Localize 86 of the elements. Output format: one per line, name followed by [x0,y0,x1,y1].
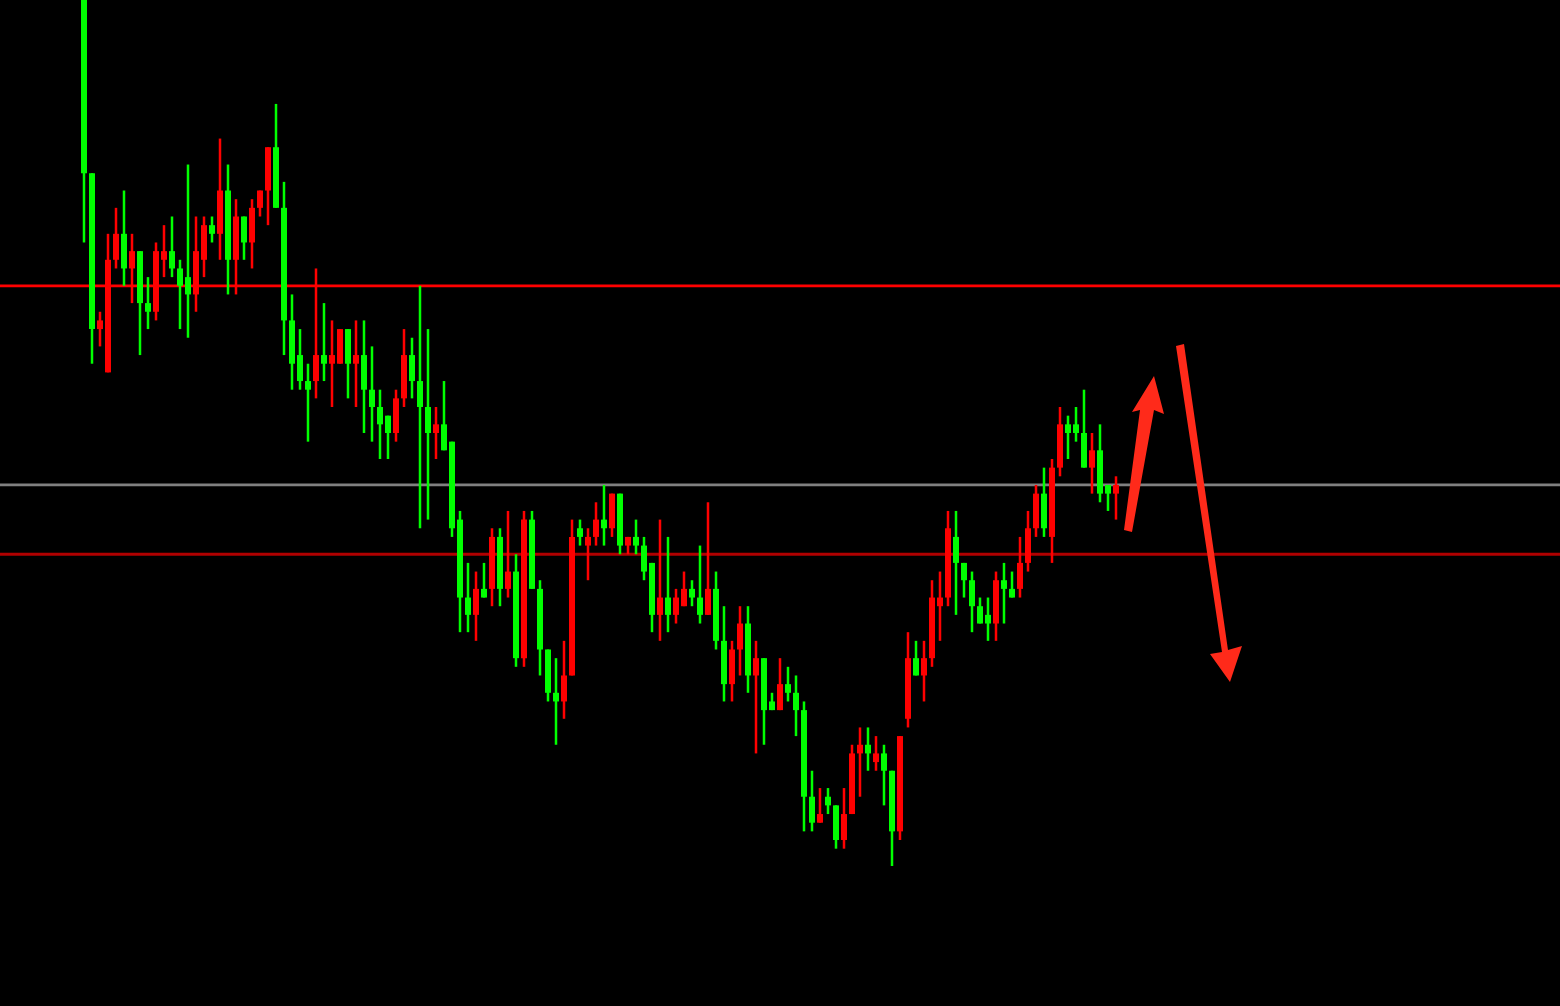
candlestick [705,501,711,617]
candlestick [401,327,407,409]
candlestick [113,206,119,270]
candlestick [1113,475,1119,521]
candlestick [1001,561,1007,625]
candlestick [833,804,839,850]
candlestick [785,665,791,703]
candlestick [545,648,551,703]
candlestick [577,518,583,547]
candlestick [1089,431,1095,495]
candlestick [297,327,303,391]
candlestick [473,570,479,643]
candlestick [177,258,183,331]
candlestick [657,518,663,643]
candlestick [249,197,255,270]
candlestick [865,726,871,772]
candlestick [817,786,823,824]
candlestick [425,327,431,521]
candlestick [1009,570,1015,599]
candlestick [873,734,879,772]
candlestick [729,639,735,703]
candlestick [1041,466,1047,539]
candlestick [953,509,959,617]
candlestick [257,189,263,218]
candlestick [665,535,671,634]
candlestick [585,527,591,582]
candlestick [809,769,815,833]
candlestick [969,570,975,634]
candlestick [329,319,335,409]
candlestick [185,163,191,339]
candlestick [961,561,967,599]
candlestick [305,362,311,443]
candlestick [417,284,423,530]
candlestick [681,570,687,608]
candlestick [289,293,295,391]
candlestick [393,388,399,443]
candlestick [1065,414,1071,461]
candlestick [1057,405,1063,478]
candlestick [121,189,127,288]
candlestick [553,656,559,747]
candlestick [209,215,215,244]
candlestick [265,145,271,227]
candlestick [993,570,999,643]
candlestick [633,518,639,556]
candlestick [465,561,471,634]
candlestick [673,587,679,625]
candlestick [1097,423,1103,504]
candlestick [841,786,847,850]
candlestick [1081,388,1087,469]
candlestick [409,336,415,400]
candlestick [505,509,511,599]
candlestick [433,405,439,461]
candlestick [145,275,151,331]
candlestick [377,388,383,461]
candlestick [601,483,607,547]
candlestick [913,639,919,677]
candlestick [1073,405,1079,443]
candlestick [361,319,367,435]
candlestick [609,492,615,539]
candlestick [689,578,695,608]
candlestick [721,604,727,703]
candlestick [753,639,759,755]
candlestick [321,301,327,383]
candlestick [241,215,247,262]
candlestick [825,786,831,816]
candlestick [593,501,599,547]
candlestick [481,561,487,599]
candlestick [1017,535,1023,599]
candlestick [217,137,223,262]
candlestick [561,639,567,721]
candlestick [169,215,175,279]
candlestick [985,596,991,643]
candlestick [1033,483,1039,539]
candlestick [793,674,799,738]
candlestick [369,345,375,443]
candlestick [345,327,351,400]
candlestick [385,414,391,461]
candlestick [697,544,703,625]
candlestick [777,656,783,712]
candlestick [977,596,983,625]
candlestick [921,639,927,703]
candlestick [353,319,359,409]
candlestick [881,743,887,807]
candlestick [857,726,863,798]
candlestick [1025,509,1031,573]
candlestick [737,604,743,677]
